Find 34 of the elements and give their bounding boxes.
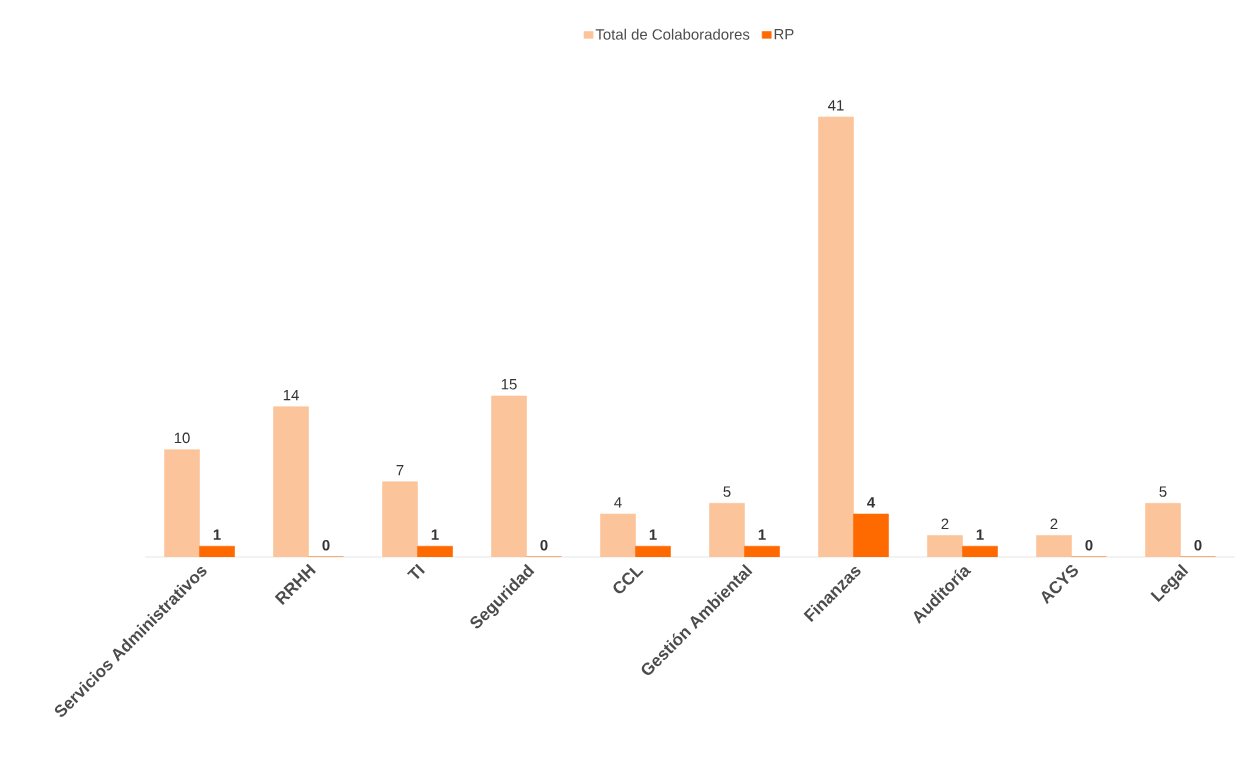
bar [1036, 535, 1072, 557]
data-label: 5 [723, 486, 731, 497]
bar [382, 481, 418, 557]
data-label: 0 [1085, 539, 1093, 551]
data-label: 4 [867, 497, 876, 508]
data-label: 0 [1194, 539, 1202, 551]
data-label: 1 [976, 529, 984, 540]
bar [600, 513, 636, 557]
data-label: 0 [322, 539, 330, 551]
data-label: 41 [828, 100, 844, 111]
legend-label: RP [774, 29, 794, 40]
data-label: 14 [283, 389, 299, 401]
data-label: 1 [431, 529, 439, 540]
data-label: 2 [941, 518, 949, 529]
data-label: 1 [758, 529, 766, 540]
legend-label: Total de Colaboradores [595, 28, 750, 40]
bar [164, 449, 200, 557]
data-label: 4 [614, 497, 622, 508]
bar [273, 406, 309, 557]
bar [1145, 503, 1181, 557]
data-label: 5 [1159, 486, 1167, 497]
data-label: 7 [396, 465, 404, 476]
bar [491, 395, 527, 557]
bar [818, 116, 854, 557]
data-label: 10 [174, 432, 190, 444]
bar [709, 503, 745, 557]
data-label: 2 [1050, 518, 1058, 529]
x-tick-label: CCL [613, 567, 644, 594]
data-label: 1 [649, 529, 657, 540]
bar [927, 535, 963, 557]
data-label: 1 [213, 529, 221, 540]
x-tick-label: TI [406, 563, 425, 580]
data-label: 0 [540, 539, 548, 551]
data-label: 15 [501, 379, 517, 390]
